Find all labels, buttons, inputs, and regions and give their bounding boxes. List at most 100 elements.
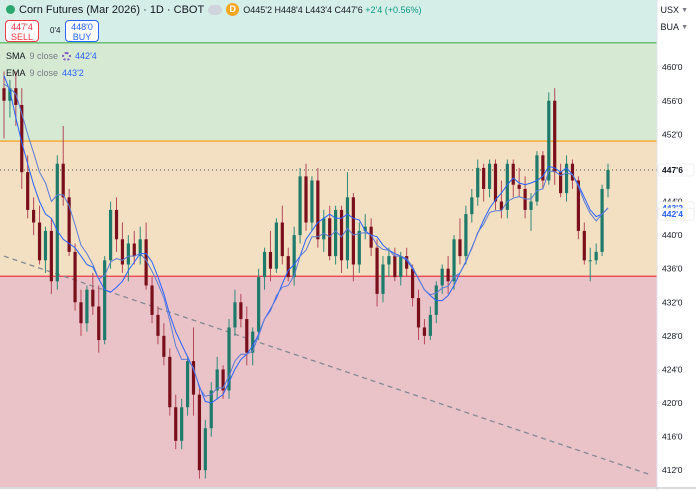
buy-button[interactable]: 448'0 BUY xyxy=(65,20,99,42)
ma-line-sma xyxy=(3,75,609,404)
y-tick-label: 412'0 xyxy=(662,465,683,475)
candle-body xyxy=(357,230,361,265)
candle-body xyxy=(588,260,592,262)
candle-body xyxy=(156,314,160,336)
candle-body xyxy=(452,239,456,282)
candle-body xyxy=(553,100,557,173)
change-value: +2'4 (+0.56%) xyxy=(365,4,422,15)
candle-body xyxy=(422,327,427,336)
zone-band-0 xyxy=(0,42,657,142)
candle-body xyxy=(132,243,136,257)
candle-body xyxy=(576,180,580,231)
candle-body xyxy=(487,163,492,189)
low-value: L443'4 xyxy=(305,4,332,15)
candle-body xyxy=(387,256,391,265)
candle-body xyxy=(606,170,610,189)
open-value: O445'2 xyxy=(243,4,272,15)
candle-body xyxy=(85,289,89,324)
candle-body xyxy=(334,209,338,257)
high-value: H448'4 xyxy=(274,4,303,15)
candle-body xyxy=(493,163,498,202)
symbol-title[interactable]: Corn Futures (Mar 2026) · 1D · CBOT xyxy=(19,3,205,16)
currency-label: USX xyxy=(660,5,680,15)
candle-body xyxy=(32,209,36,223)
candle-body xyxy=(476,167,480,198)
candle-body xyxy=(43,230,48,261)
data-status-badge[interactable]: D xyxy=(226,3,240,16)
spread-value: 0'4 xyxy=(50,26,61,35)
candle-body xyxy=(375,247,379,294)
price-label-text: 442'4 xyxy=(662,209,683,219)
candle-body xyxy=(594,251,598,261)
ema-params: 9 close xyxy=(29,68,59,78)
candle-body xyxy=(381,264,385,294)
candle-body xyxy=(363,226,367,231)
candle-body xyxy=(393,256,397,278)
loading-spinner-icon xyxy=(62,51,72,61)
candle-body xyxy=(470,197,474,215)
candle-body xyxy=(180,407,184,441)
candle-body xyxy=(564,163,569,194)
candle-body xyxy=(316,180,320,240)
candle-body xyxy=(103,260,107,341)
price-label-box xyxy=(657,207,695,221)
candle-body xyxy=(416,298,421,328)
candle-body xyxy=(67,197,71,252)
y-tick-label: 436'0 xyxy=(662,264,683,274)
ohlc-readout: O445'2 H448'4 L443'4 C447'6 +2'4 (+0.56%… xyxy=(243,5,421,15)
chart-header: Corn Futures (Mar 2026) · 1D · CBOT D O4… xyxy=(6,3,422,16)
candle-body xyxy=(251,331,255,353)
candle-body xyxy=(14,88,18,105)
sma-value: 442'4 xyxy=(75,51,97,61)
price-label-text: 447'6 xyxy=(662,165,683,175)
candle-body xyxy=(410,268,415,299)
unit-label: BUA xyxy=(660,22,680,32)
candle-body xyxy=(26,172,30,210)
candle-body xyxy=(8,88,12,101)
zone-band-top xyxy=(0,0,657,43)
y-tick-label: 460'0 xyxy=(662,62,683,72)
candle-body xyxy=(144,239,148,286)
ema-value: 443'2 xyxy=(62,68,84,78)
toggle-pill-icon[interactable] xyxy=(208,4,223,15)
candle-body xyxy=(446,268,450,282)
y-tick-label: 444'0 xyxy=(662,197,683,207)
candle-body xyxy=(20,104,24,173)
y-tick-label: 416'0 xyxy=(662,432,683,442)
candle-body xyxy=(268,251,273,269)
buy-price: 448'0 xyxy=(71,22,93,32)
candle-body xyxy=(49,230,53,282)
ema-legend[interactable]: EMA 9 close 443'2 xyxy=(6,68,84,78)
unit-selector[interactable]: BUA ▼ xyxy=(661,22,688,32)
candle-body xyxy=(191,361,196,395)
candle-body xyxy=(464,214,468,257)
ma-line-ema xyxy=(3,83,609,397)
candle-body xyxy=(257,277,261,332)
sma-legend[interactable]: SMA 9 close 442'4 xyxy=(6,51,97,61)
candle-body xyxy=(482,167,486,189)
candle-body xyxy=(582,230,586,261)
price-label-box xyxy=(657,163,695,177)
candle-body xyxy=(369,226,373,248)
y-tick-label: 420'0 xyxy=(662,398,683,408)
candle-body xyxy=(150,285,154,315)
candle-body xyxy=(399,256,403,278)
candle-body xyxy=(239,302,243,320)
trendline xyxy=(3,255,650,476)
candle-body xyxy=(559,172,563,194)
candle-body xyxy=(339,209,344,261)
candle-body xyxy=(322,218,326,240)
candle-body xyxy=(245,319,249,353)
y-tick-label: 428'0 xyxy=(662,331,683,341)
currency-selector[interactable]: USX ▼ xyxy=(661,5,688,15)
candle-body xyxy=(185,361,190,408)
candle-body xyxy=(37,222,42,261)
y-tick-label: 440'0 xyxy=(662,230,683,240)
sell-button[interactable]: 447'4 SELL xyxy=(5,20,39,42)
candle-body xyxy=(221,369,225,391)
candle-body xyxy=(215,369,219,391)
y-tick-label: 432'0 xyxy=(662,297,683,307)
y-tick-label: 452'0 xyxy=(662,129,683,139)
